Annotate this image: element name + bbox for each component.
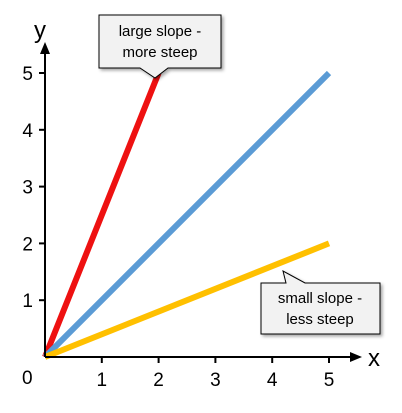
- ticks-layer: 1 2 3 4 5 1 2 3 4 5: [22, 64, 334, 391]
- callout-small-slope-line2: less steep: [286, 311, 354, 328]
- y-tick-label: 2: [22, 234, 33, 255]
- x-tick-label: 2: [153, 370, 164, 391]
- callout-large-slope-box: [98, 14, 222, 79]
- callout-large-slope-line1: large slope -: [119, 23, 202, 40]
- y-tick-label: 4: [22, 121, 33, 142]
- y-tick-label: 1: [22, 291, 33, 312]
- x-tick-label: 1: [97, 370, 108, 391]
- origin-label: 0: [22, 368, 33, 389]
- y-axis-label: y: [34, 17, 46, 44]
- y-tick-label: 3: [22, 178, 33, 199]
- callout-small-slope-line1: small slope -: [278, 290, 362, 307]
- callout-small-slope-box: [260, 270, 381, 335]
- series-layer: [42, 70, 332, 360]
- y-axis-arrow-icon: [40, 42, 50, 54]
- series-line-3: [43, 240, 331, 360]
- x-tick-label: 4: [267, 370, 278, 391]
- x-axis-arrow-icon: [350, 352, 362, 362]
- callout-large-slope: large slope - more steep: [98, 14, 222, 79]
- series-line-1: [42, 71, 162, 359]
- x-tick-label: 5: [324, 370, 335, 391]
- callout-large-slope-line2: more steep: [122, 44, 197, 61]
- x-tick-label: 3: [210, 370, 221, 391]
- callout-small-slope: small slope - less steep: [260, 270, 381, 335]
- y-tick-label: 5: [22, 64, 33, 85]
- x-axis-label: x: [368, 345, 380, 372]
- series-line-2: [42, 70, 332, 360]
